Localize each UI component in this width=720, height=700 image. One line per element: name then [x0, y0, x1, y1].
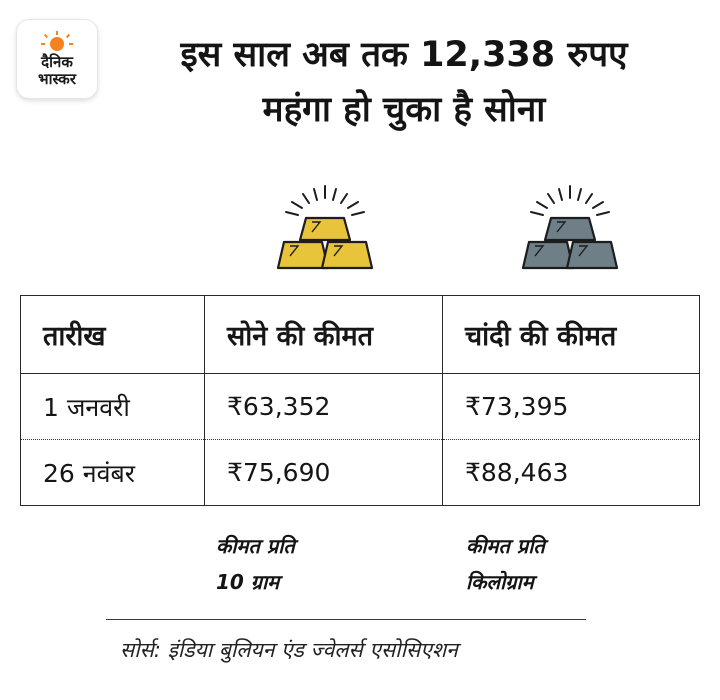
header-gold-price: सोने की कीमत	[204, 295, 443, 374]
cell-silver-price: ₹88,463	[442, 439, 700, 506]
headline: इस साल अब तक 12,338 रुपए महंगा हो चुका ह…	[104, 28, 704, 138]
sun-icon	[41, 30, 73, 51]
logo-text-line2: भास्कर	[38, 69, 76, 88]
dainik-bhaskar-logo: दैनिक भास्कर	[17, 20, 97, 98]
silver-note-line1: कीमत प्रति	[466, 534, 545, 558]
gold-bars-icon	[276, 185, 374, 270]
table-row: 26 नवंबर ₹75,690 ₹88,463	[20, 439, 700, 506]
gold-unit-note: कीमत प्रति 10 ग्राम	[216, 528, 295, 600]
header-date: तारीख	[20, 295, 205, 374]
cell-gold-price: ₹63,352	[204, 373, 443, 440]
cell-silver-price: ₹73,395	[442, 373, 700, 440]
table-row: 1 जनवरी ₹63,352 ₹73,395	[20, 373, 700, 440]
headline-line1: इस साल अब तक 12,338 रुपए	[180, 35, 628, 75]
logo-text-line1: दैनिक	[41, 52, 73, 71]
cell-date: 26 नवंबर	[20, 439, 205, 506]
cell-date: 1 जनवरी	[20, 373, 205, 440]
gold-note-line1: कीमत प्रति	[216, 534, 295, 558]
headline-line2: महंगा हो चुका है सोना	[262, 90, 546, 130]
silver-bars-icon	[521, 185, 619, 270]
gold-note-line2: 10 ग्राम	[216, 570, 280, 594]
divider	[106, 619, 586, 620]
source-credit: सोर्स: इंडिया बुलियन एंड ज्वेलर्स एसोसिए…	[120, 638, 458, 662]
table-header-row: तारीख सोने की कीमत चांदी की कीमत	[20, 295, 700, 374]
price-table: तारीख सोने की कीमत चांदी की कीमत 1 जनवरी…	[20, 295, 700, 506]
header-silver-price: चांदी की कीमत	[442, 295, 700, 374]
cell-gold-price: ₹75,690	[204, 439, 443, 506]
silver-unit-note: कीमत प्रति किलोग्राम	[466, 528, 545, 600]
silver-note-line2: किलोग्राम	[466, 570, 534, 594]
